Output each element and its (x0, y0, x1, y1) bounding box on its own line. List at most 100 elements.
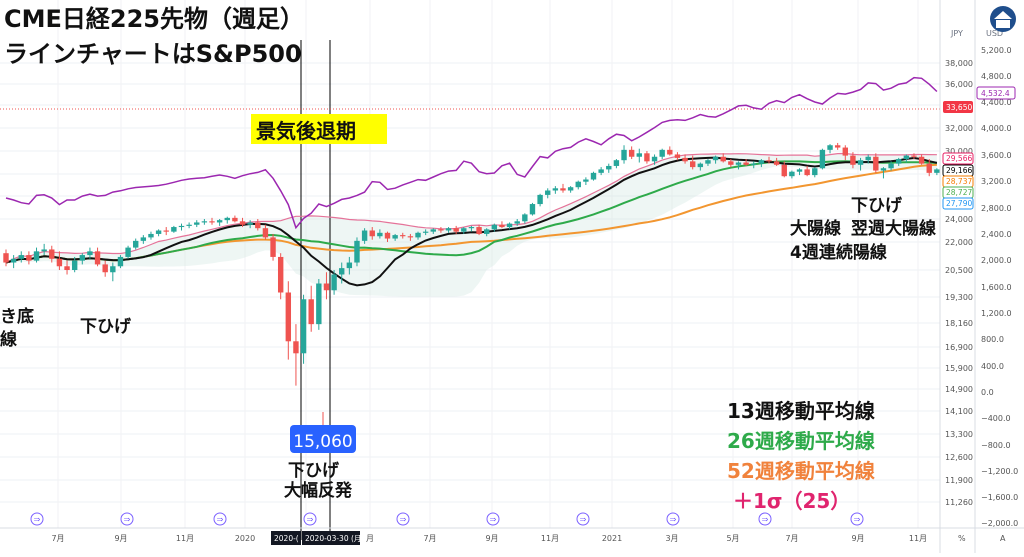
candle-body (651, 156, 658, 162)
ma-value-badge: 27,790 (942, 197, 974, 210)
candle (400, 232, 406, 239)
price-tick-label: 30,000 (945, 147, 973, 156)
event-marker[interactable]: ⇒ (303, 512, 317, 526)
event-marker-circle (576, 512, 590, 526)
candle-body (850, 155, 856, 165)
candle-body (209, 221, 215, 223)
candle (33, 247, 40, 263)
candle-body (621, 149, 627, 161)
event-marker-glyph: ⇒ (400, 515, 407, 524)
candle (453, 225, 459, 234)
sp-tick-label: 1,600.0 (981, 283, 1012, 292)
candle-body (667, 149, 673, 155)
event-marker[interactable]: ⇒ (30, 512, 44, 526)
sp-tick-label: 3,200.0 (981, 177, 1012, 186)
x-tick-highlight (271, 531, 301, 545)
scale-button-auto[interactable]: A (1000, 534, 1006, 543)
candle (339, 262, 345, 284)
sp-tick-label: 4,000.0 (981, 124, 1012, 133)
candle (56, 251, 63, 270)
candle-body (56, 258, 63, 267)
annotation-text: 下ひげ (80, 317, 132, 337)
candle-body (613, 160, 620, 166)
candle (728, 159, 734, 168)
candle (896, 157, 902, 166)
event-marker[interactable]: ⇒ (120, 512, 134, 526)
event-marker-circle (850, 512, 864, 526)
candle-body (178, 225, 185, 228)
price-tick-label: 20,500 (945, 266, 973, 275)
x-tick-label: 11月 (176, 534, 194, 543)
candle (644, 151, 650, 164)
scale-button-percent[interactable]: % (958, 534, 966, 543)
price-tick-label: 22,000 (945, 238, 973, 247)
candle (285, 281, 292, 360)
candle (94, 247, 101, 267)
candle-body (781, 164, 787, 177)
candle (87, 247, 93, 259)
app-logo-icon (990, 6, 1016, 32)
candle-body (247, 222, 253, 225)
candle-body (331, 274, 337, 291)
candle-body (79, 255, 85, 261)
annotation-text: 下ひげ (288, 461, 340, 481)
candle-body (819, 149, 826, 169)
candle-body (33, 251, 40, 261)
candle (316, 279, 322, 330)
price-tick-label: 15,900 (945, 364, 973, 373)
ma26-line (5, 160, 937, 264)
x-tick-label: 9月 (114, 534, 127, 543)
event-marker-circle (213, 512, 227, 526)
candle-body (682, 157, 688, 162)
chart-title-line2: ラインチャートはS&P500 (4, 40, 302, 68)
candle-body (598, 169, 604, 173)
event-marker[interactable]: ⇒ (576, 512, 590, 526)
event-marker-circle (396, 512, 410, 526)
sp-tick-label: 2,000.0 (981, 256, 1012, 265)
event-marker-glyph: ⇒ (124, 515, 131, 524)
event-marker-circle (30, 512, 44, 526)
event-marker-glyph: ⇒ (670, 515, 677, 524)
candle (110, 262, 116, 282)
candle (102, 260, 108, 277)
sp-tick-label: −1,200.0 (981, 467, 1018, 476)
sp-axis-label: USD (986, 29, 1003, 38)
ma-value-badge: 29,566 (942, 152, 974, 165)
candle (590, 171, 597, 181)
candle-body (155, 230, 162, 234)
x-tick-label: 7月 (51, 534, 64, 543)
candle-body (751, 163, 757, 165)
sp-tick-label: 800.0 (981, 335, 1004, 344)
event-marker[interactable]: ⇒ (396, 512, 410, 526)
candle-body (812, 168, 818, 176)
candle-body (384, 232, 391, 239)
event-marker-circle (120, 512, 134, 526)
candle (209, 217, 215, 225)
candle (545, 188, 551, 199)
candle-body (636, 153, 642, 157)
candle-body (445, 228, 452, 231)
candle-body (468, 227, 475, 229)
candle-body (575, 181, 581, 188)
candle-body (262, 228, 269, 238)
candle-body (583, 179, 589, 182)
event-marker[interactable]: ⇒ (213, 512, 227, 526)
event-marker[interactable]: ⇒ (666, 512, 680, 526)
candle (712, 155, 719, 164)
annotation-text: 線 (0, 329, 17, 350)
candle (651, 154, 658, 165)
candle (537, 193, 543, 207)
event-marker[interactable]: ⇒ (850, 512, 864, 526)
event-marker[interactable]: ⇒ (486, 512, 500, 526)
candle-body (64, 266, 70, 270)
candle-body (529, 204, 536, 215)
candle (888, 161, 894, 171)
event-marker-glyph: ⇒ (762, 515, 769, 524)
candle-body (865, 156, 871, 161)
candle (674, 152, 681, 161)
candle-body (400, 235, 406, 237)
ma-value-badge-text: 28,727 (946, 188, 972, 197)
event-marker[interactable]: ⇒ (758, 512, 772, 526)
candle-body (514, 221, 520, 224)
